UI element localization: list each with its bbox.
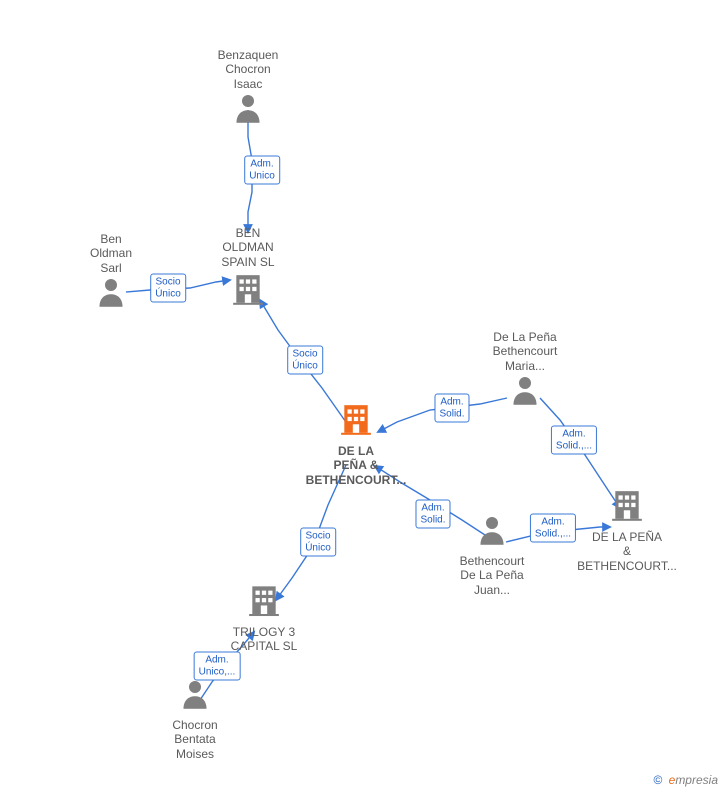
building-icon [247,582,281,616]
node-icon-wrap [234,93,262,128]
node-dela_pena_2[interactable]: DE LA PEÑA & BETHENCOURT... [572,487,682,573]
building-icon [339,401,373,435]
node-label: De La Peña Bethencourt Maria... [493,330,558,373]
edge-label: Socio Único [150,274,186,303]
person-icon [478,515,506,545]
copyright-symbol: © [653,773,662,787]
node-icon-wrap [231,271,265,310]
node-label: DE LA PEÑA & BETHENCOURT... [577,530,677,573]
watermark-rest: mpresia [675,773,718,787]
node-icon-wrap [247,582,281,621]
node-label: TRILOGY 3 CAPITAL SL [231,625,298,654]
person-icon [181,679,209,709]
edge-label: Adm. Unico,... [194,652,241,681]
node-dela_pena_central[interactable]: DE LA PEÑA & BETHENCOURT... [301,401,411,487]
edge-label: Adm. Solid.,... [551,426,597,455]
node-icon-wrap [511,375,539,410]
node-label: Ben Oldman Sarl [90,232,132,275]
edge-label: Adm. Solid. [415,500,450,529]
watermark: © empresia [653,773,718,787]
person-icon [234,93,262,123]
edge-label: Adm. Solid.,... [530,514,576,543]
building-icon [610,487,644,521]
node-label: Bethencourt De La Peña Juan... [460,554,525,597]
edge-label: Socio Único [287,346,323,375]
person-icon [511,375,539,405]
node-label: DE LA PEÑA & BETHENCOURT... [306,444,407,487]
node-benzaquen[interactable]: Benzaquen Chocron Isaac [193,48,303,128]
node-icon-wrap [478,515,506,550]
node-trilogy[interactable]: TRILOGY 3 CAPITAL SL [209,582,319,654]
node-chocron[interactable]: Chocron Bentata Moises [140,679,250,761]
node-ben_oldman_spain[interactable]: BEN OLDMAN SPAIN SL [193,226,303,310]
person-icon [97,277,125,307]
node-maria[interactable]: De La Peña Bethencourt Maria... [470,330,580,410]
node-icon-wrap [97,277,125,312]
edge-label: Adm. Solid. [434,394,469,423]
node-icon-wrap [181,679,209,714]
edge-label: Adm. Unico [244,156,280,185]
node-icon-wrap [610,487,644,526]
graph-canvas [0,0,728,795]
node-label: BEN OLDMAN SPAIN SL [221,226,274,269]
node-label: Benzaquen Chocron Isaac [218,48,279,91]
building-icon [231,271,265,305]
node-label: Chocron Bentata Moises [172,718,217,761]
node-icon-wrap [339,401,373,440]
edge-label: Socio Único [300,528,336,557]
